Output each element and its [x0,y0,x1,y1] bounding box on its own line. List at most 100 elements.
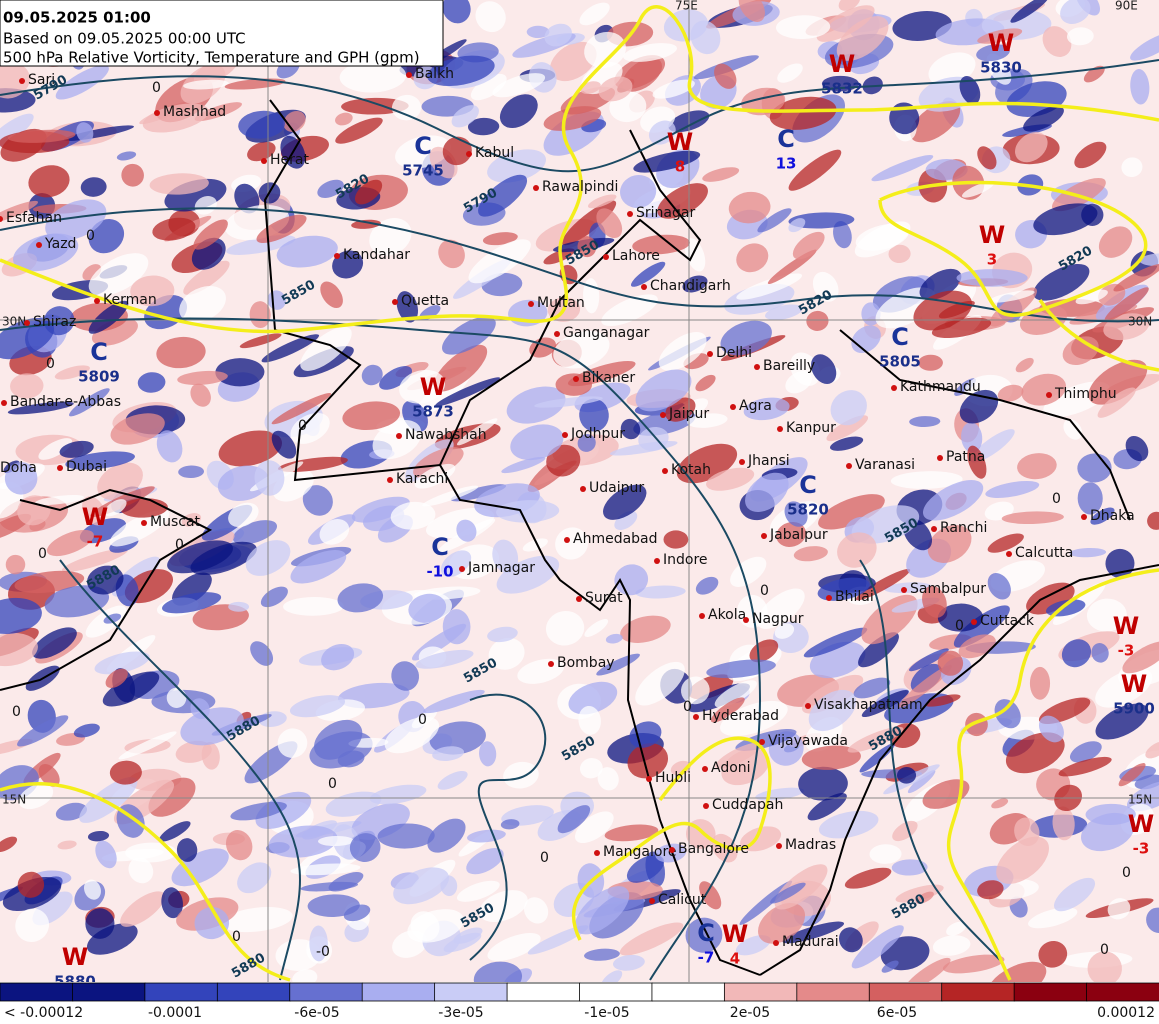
vorticity-blob [812,271,839,302]
vorticity-blob [818,494,885,530]
city-dot [141,520,147,526]
vorticity-blob [1091,643,1109,663]
vorticity-blob [543,106,602,131]
system-letter: W [722,920,748,948]
system-letter: C [799,471,817,499]
vorticity-blob [57,840,77,850]
city-dot [646,776,652,782]
vorticity-blob [369,218,412,256]
city-dot [739,459,745,465]
vorticity-blob [320,281,343,309]
contour [859,559,1001,961]
vorticity-blob [775,15,831,39]
vorticity-blob [46,529,94,557]
system-letter: C [891,323,909,351]
vorticity-blob [5,554,26,575]
colorbar-swatch [361,982,436,1002]
vorticity-blob [479,741,497,767]
city-dot [707,351,713,357]
city-dot [702,766,708,772]
colorbar-swatch [796,982,871,1002]
vorticity-blob [584,619,609,637]
vorticity-blob [38,764,60,787]
vorticity-blob [987,573,1011,600]
vorticity-blob [190,383,211,407]
vorticity-blob [194,196,217,215]
vorticity-blob [739,880,793,925]
vorticity-blob [116,151,137,161]
city-label: Sari [28,72,55,88]
contour [469,693,547,961]
grid-label: 30N [1128,315,1152,329]
city-label: Doha [0,460,37,476]
system-letter: W [1113,612,1139,640]
vorticity-blob [741,87,786,116]
temp-label: 0 [955,618,964,634]
coastline [0,488,213,691]
vorticity-blob [268,825,338,858]
vorticity-blob [239,333,282,349]
vorticity-blob [757,588,805,629]
vorticity-blob [300,326,352,371]
vorticity-blob [470,73,507,101]
vorticity-blob [10,373,44,399]
vorticity-blob [38,438,73,460]
vorticity-blob [435,377,501,407]
vorticity-blob [369,784,427,805]
vorticity-blob [43,306,75,336]
system-letter: W [1121,670,1147,698]
vorticity-blob [836,16,889,61]
system-value: -7 [698,949,715,967]
vorticity-blob [478,174,528,217]
vorticity-blob [635,585,686,599]
city-label: Balkh [415,66,454,82]
system-value: 5900 [1113,700,1155,718]
vorticity-blob [433,344,488,392]
vorticity-blob [179,285,226,323]
vorticity-blob [1075,289,1108,305]
vorticity-blob [1010,0,1050,23]
vorticity-blob [977,28,1023,44]
city-dot [154,110,160,116]
vorticity-blob [884,582,932,594]
colorbar-swatch [144,982,219,1002]
city-dot [776,843,782,849]
system-value: -7 [87,533,104,551]
system-value: -3 [1133,840,1150,858]
vorticity-blob [777,63,803,83]
vorticity-blob [1095,703,1149,740]
vorticity-blob [0,62,30,99]
city-dot [931,526,937,532]
vorticity-blob [118,731,177,760]
system-letter: W [979,221,1005,249]
contour [0,59,1159,173]
vorticity-blob [931,317,992,338]
vorticity-blob [888,244,911,264]
vorticity-blob [1088,359,1148,405]
vorticity-blob [87,565,124,595]
vorticity-blob [162,592,222,614]
vorticity-blob [399,369,446,404]
vorticity-blob [605,633,623,644]
vorticity-blob [838,927,863,953]
vorticity-blob [85,908,115,939]
vorticity-blob [959,76,981,105]
vorticity-blob [1085,803,1136,826]
city-dot [627,211,633,217]
city-label: Muscat [150,514,201,530]
vorticity-blob [390,501,436,530]
city-dot [459,566,465,572]
vorticity-blob [45,199,107,241]
city-dot [94,298,100,304]
vorticity-blob [1069,741,1102,763]
vorticity-blob [161,887,183,919]
city-dot [1006,551,1012,557]
vorticity-blob [271,392,332,425]
vorticity-blob [110,413,165,445]
vorticity-blob [745,472,789,512]
city-dot [1046,392,1052,398]
system-letter: C [431,533,449,561]
vorticity-blob [818,810,879,839]
city-label: Kathmandu [900,379,981,395]
colorbar-label: -3e-05 [438,1005,483,1021]
